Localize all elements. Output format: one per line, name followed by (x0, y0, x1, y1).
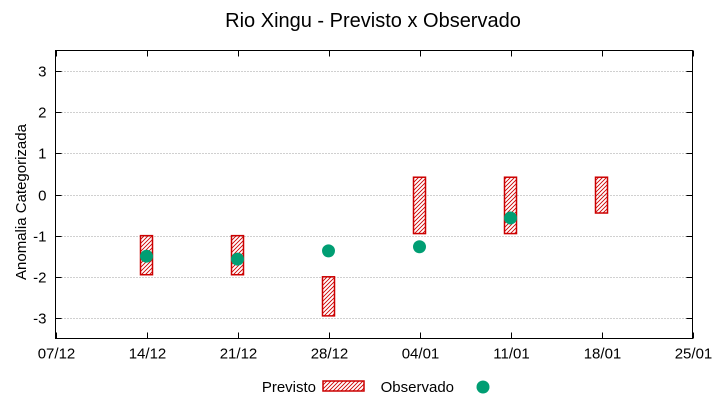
y-axis-ticks: 3 2 1 0 -1 -2 -3 (33, 64, 693, 328)
previsto-box (412, 176, 427, 235)
plot-frame (55, 50, 693, 339)
previsto-box (594, 176, 609, 214)
y-tick-label: -3 (33, 311, 46, 328)
x-tick-label: 11/01 (493, 346, 529, 363)
previsto-box (503, 176, 518, 235)
previsto-series (139, 176, 609, 317)
y-tick-label: 1 (38, 146, 46, 163)
x-tick-label: 04/01 (402, 346, 440, 363)
chart-title: Rio Xingu - Previsto x Observado (225, 10, 521, 32)
y-tick-label: -2 (33, 270, 46, 287)
observado-point (231, 252, 244, 266)
legend-label-previsto: Previsto (262, 379, 316, 396)
x-tick-label: 07/12 (38, 346, 76, 363)
observado-series (140, 211, 517, 266)
x-axis-ticks: 07/12 14/12 21/12 28/12 04/01 11/01 18/01 25/01 (38, 50, 713, 363)
observado-point (504, 211, 517, 225)
legend: Previsto Observado (262, 379, 490, 396)
x-tick-label: 18/01 (584, 346, 622, 363)
observado-point (140, 249, 153, 263)
legend-swatch-observado (476, 380, 490, 394)
legend-swatch-previsto (322, 380, 365, 392)
legend-label-observado: Observado (381, 379, 454, 396)
y-tick-label: -1 (33, 229, 46, 246)
observado-point (322, 244, 335, 258)
y-axis-label: Anomalia Categorizada (13, 123, 30, 280)
grid-lines (55, 71, 693, 319)
x-tick-label: 14/12 (129, 346, 167, 363)
y-tick-label: 0 (38, 188, 46, 205)
x-tick-label: 28/12 (311, 346, 349, 363)
y-tick-label: 3 (38, 64, 46, 81)
x-tick-label: 21/12 (220, 346, 258, 363)
previsto-box (321, 276, 336, 317)
x-tick-label: 25/01 (675, 346, 713, 363)
y-tick-label: 2 (38, 105, 46, 122)
observado-point (413, 240, 426, 254)
